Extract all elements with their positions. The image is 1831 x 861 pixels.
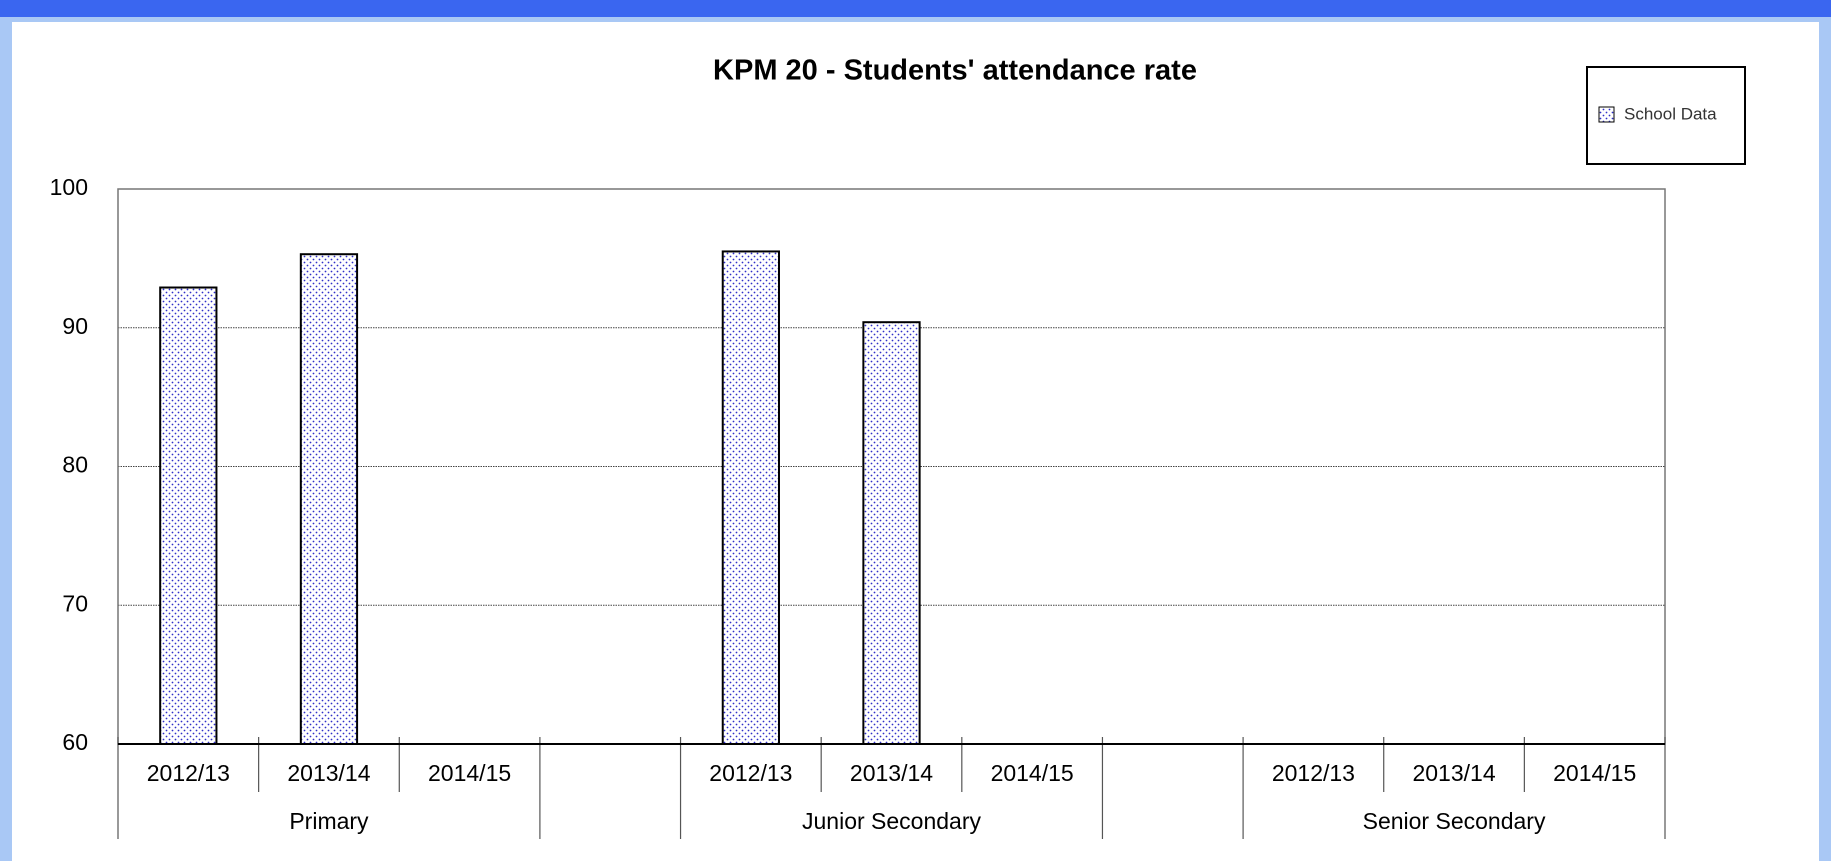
bar — [862, 321, 921, 745]
legend-swatch — [1598, 106, 1615, 123]
x-tick-label: 2012/13 — [1272, 760, 1355, 786]
chart-title: KPM 20 - Students' attendance rate — [713, 55, 1197, 87]
x-tick-label: 2014/15 — [991, 760, 1074, 786]
bar — [159, 286, 218, 745]
legend-label: School Data — [1624, 104, 1717, 123]
y-tick-label: 80 — [62, 452, 88, 478]
x-tick-label: 2013/14 — [287, 760, 370, 786]
bar — [721, 250, 780, 745]
y-tick-label: 90 — [62, 313, 88, 339]
x-tick-label: 2014/15 — [1553, 760, 1636, 786]
x-tick-label: 2012/13 — [709, 760, 792, 786]
x-tick-label: 2013/14 — [850, 760, 933, 786]
x-tick-label: 2012/13 — [147, 760, 230, 786]
group-label: Junior Secondary — [802, 808, 981, 834]
y-tick-label: 60 — [62, 729, 88, 755]
x-tick-label: 2014/15 — [428, 760, 511, 786]
y-tick-label: 70 — [62, 590, 88, 616]
group-label: Senior Secondary — [1363, 808, 1546, 834]
group-label: Primary — [289, 808, 369, 834]
y-tick-label: 100 — [50, 174, 88, 200]
bar — [299, 253, 359, 745]
x-tick-label: 2013/14 — [1412, 760, 1495, 786]
